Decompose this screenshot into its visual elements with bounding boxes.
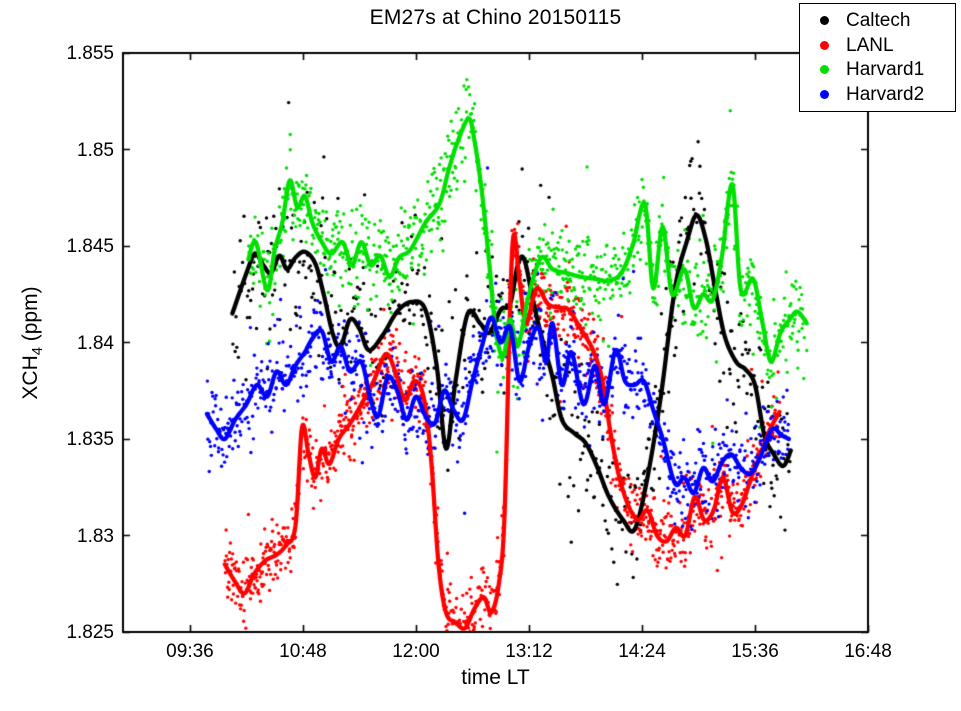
- y-tick-label: 1.85: [77, 139, 114, 161]
- legend: Caltech LANL Harvard1 Harvard2: [799, 3, 956, 112]
- y-tick-label: 1.845: [66, 236, 114, 257]
- y-tick-label: 1.835: [66, 429, 114, 450]
- x-tick-label: 12:00: [392, 641, 440, 662]
- x-tick-label: 13:12: [505, 641, 553, 662]
- legend-marker-harvard1-icon: [820, 65, 829, 75]
- legend-label-lanl: LANL: [846, 34, 894, 56]
- y-tick-label: 1.84: [77, 332, 114, 354]
- legend-item-harvard1: Harvard1: [800, 58, 955, 82]
- legend-marker-harvard2-icon: [820, 90, 829, 100]
- legend-item-harvard2: Harvard2: [800, 83, 955, 107]
- x-tick-label: 09:36: [166, 641, 214, 662]
- x-tick-label: 16:48: [844, 641, 892, 662]
- chart-title: EM27s at Chino 20150115: [369, 6, 622, 29]
- x-tick-label: 15:36: [731, 641, 779, 662]
- legend-label-harvard1: Harvard1: [846, 59, 925, 81]
- y-tick-label: 1.825: [66, 622, 114, 643]
- legend-label-harvard2: Harvard2: [846, 84, 925, 106]
- x-tick-label: 14:24: [618, 641, 666, 662]
- legend-marker-caltech-icon: [820, 15, 829, 25]
- y-axis-label-text: XCH: [19, 355, 42, 400]
- legend-label-caltech: Caltech: [846, 9, 911, 31]
- x-tick-label: 10:48: [279, 641, 327, 662]
- legend-item-caltech: Caltech: [800, 8, 955, 32]
- legend-marker-lanl-icon: [820, 40, 829, 50]
- y-tick-label: 1.855: [66, 43, 114, 64]
- y-tick-label: 1.83: [77, 525, 114, 547]
- x-axis-label: time LT: [461, 666, 530, 689]
- legend-item-lanl: LANL: [800, 33, 955, 57]
